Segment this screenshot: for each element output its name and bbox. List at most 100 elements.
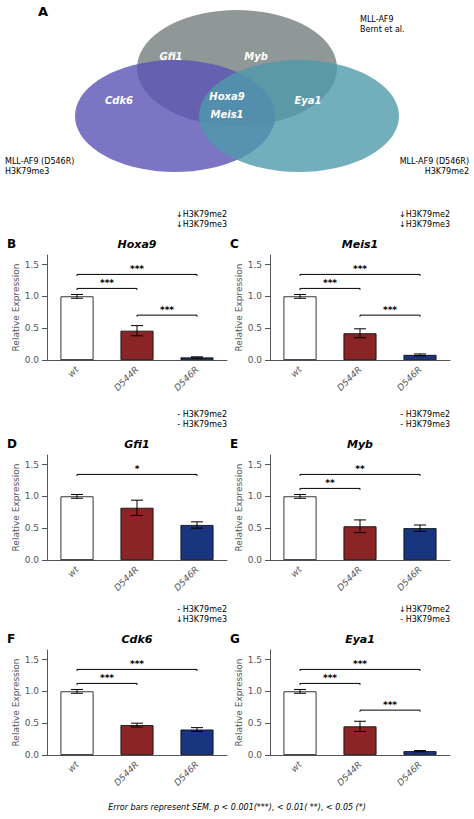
svg-text:0.5: 0.5 <box>248 323 262 333</box>
svg-text:wt: wt <box>66 364 81 379</box>
svg-text:Relative Expression: Relative Expression <box>11 263 21 351</box>
svg-text:Meis1: Meis1 <box>210 109 243 120</box>
svg-text:1.5: 1.5 <box>25 260 39 270</box>
svg-text:1.0: 1.0 <box>25 686 40 696</box>
svg-text:Myb: Myb <box>244 51 268 62</box>
svg-text:Error bars represent SEM. p <: Error bars represent SEM. p < 0.001(***)… <box>108 803 366 812</box>
svg-text:Gfi1: Gfi1 <box>159 51 182 62</box>
svg-text:Relative Expression: Relative Expression <box>11 658 21 746</box>
svg-text:wt: wt <box>66 564 81 579</box>
svg-text:Relative Expression: Relative Expression <box>234 263 244 351</box>
svg-text:MLL-AF9: MLL-AF9 <box>360 15 394 24</box>
svg-text:D546R: D546R <box>172 759 201 788</box>
svg-text:D: D <box>7 437 17 451</box>
svg-text:Gfi1: Gfi1 <box>124 438 149 451</box>
svg-text:**: ** <box>325 478 335 488</box>
svg-text:1.0: 1.0 <box>248 686 263 696</box>
svg-text:0.5: 0.5 <box>25 718 39 728</box>
svg-text:*: * <box>135 464 140 474</box>
svg-text:D544R: D544R <box>112 364 141 393</box>
svg-text:1.5: 1.5 <box>25 460 39 470</box>
svg-text:1.0: 1.0 <box>25 491 40 501</box>
svg-text:Cdk6: Cdk6 <box>122 633 153 646</box>
svg-text:***: *** <box>100 278 114 288</box>
svg-text:- H3K79me2: - H3K79me2 <box>177 410 227 419</box>
svg-text:***: *** <box>353 264 367 274</box>
svg-text:Hoxa9: Hoxa9 <box>118 238 157 251</box>
svg-text:D544R: D544R <box>112 759 141 788</box>
svg-text:D546R: D546R <box>395 564 424 593</box>
svg-text:D546R: D546R <box>172 564 201 593</box>
svg-text:- H3K79me3: - H3K79me3 <box>400 420 450 429</box>
svg-text:D546R: D546R <box>172 364 201 393</box>
svg-text:↓H3K79me2: ↓H3K79me2 <box>399 605 450 614</box>
svg-text:***: *** <box>100 673 114 683</box>
svg-text:Eya1: Eya1 <box>294 95 321 106</box>
svg-text:wt: wt <box>289 364 304 379</box>
svg-text:0.0: 0.0 <box>25 555 40 565</box>
svg-text:***: *** <box>353 659 367 669</box>
svg-text:↓H3K79me3: ↓H3K79me3 <box>176 220 227 229</box>
svg-text:wt: wt <box>289 564 304 579</box>
svg-text:Cdk6: Cdk6 <box>105 95 133 106</box>
svg-text:1.0: 1.0 <box>248 291 263 301</box>
svg-text:***: *** <box>160 305 174 315</box>
svg-text:0.0: 0.0 <box>25 750 40 760</box>
svg-text:E: E <box>230 437 238 451</box>
svg-text:0.5: 0.5 <box>25 523 39 533</box>
svg-text:***: *** <box>323 278 337 288</box>
svg-text:- H3K79me3: - H3K79me3 <box>177 420 227 429</box>
svg-text:D544R: D544R <box>335 759 364 788</box>
svg-text:wt: wt <box>66 759 81 774</box>
svg-text:Relative Expression: Relative Expression <box>234 463 244 551</box>
svg-text:***: *** <box>130 659 144 669</box>
svg-text:- H3K79me3: - H3K79me3 <box>400 615 450 624</box>
svg-text:B: B <box>7 237 16 251</box>
svg-text:***: *** <box>130 264 144 274</box>
svg-text:MLL-AF9 (D546R): MLL-AF9 (D546R) <box>400 157 469 166</box>
svg-text:0.0: 0.0 <box>248 750 263 760</box>
svg-text:D546R: D546R <box>395 759 424 788</box>
svg-text:0.5: 0.5 <box>25 323 39 333</box>
svg-text:H3K79me3: H3K79me3 <box>5 167 49 176</box>
svg-text:D544R: D544R <box>335 364 364 393</box>
svg-text:0.0: 0.0 <box>248 555 263 565</box>
svg-text:***: *** <box>383 305 397 315</box>
svg-text:A: A <box>38 4 48 19</box>
svg-text:Relative Expression: Relative Expression <box>234 658 244 746</box>
svg-text:1.5: 1.5 <box>25 655 39 665</box>
svg-text:0.0: 0.0 <box>248 355 263 365</box>
svg-text:1.5: 1.5 <box>248 260 262 270</box>
svg-text:↓H3K79me3: ↓H3K79me3 <box>176 615 227 624</box>
svg-text:0.5: 0.5 <box>248 718 262 728</box>
svg-text:0.5: 0.5 <box>248 523 262 533</box>
svg-text:- H3K79me2: - H3K79me2 <box>400 410 450 419</box>
svg-text:D546R: D546R <box>395 364 424 393</box>
svg-text:G: G <box>230 632 240 646</box>
svg-text:↓H3K79me3: ↓H3K79me3 <box>399 220 450 229</box>
svg-text:wt: wt <box>289 759 304 774</box>
svg-text:Hoxa9: Hoxa9 <box>209 91 244 102</box>
svg-text:Eya1: Eya1 <box>345 633 375 646</box>
svg-text:Bernt et al.: Bernt et al. <box>360 25 405 34</box>
svg-text:1.0: 1.0 <box>248 491 263 501</box>
svg-text:H3K79me2: H3K79me2 <box>425 167 469 176</box>
svg-text:**: ** <box>355 464 365 474</box>
svg-text:- H3K79me2: - H3K79me2 <box>177 605 227 614</box>
svg-text:1.5: 1.5 <box>248 460 262 470</box>
svg-text:F: F <box>7 632 15 646</box>
svg-text:Relative Expression: Relative Expression <box>11 463 21 551</box>
svg-text:***: *** <box>323 673 337 683</box>
svg-text:↓H3K79me2: ↓H3K79me2 <box>399 210 450 219</box>
svg-text:MLL-AF9 (D546R): MLL-AF9 (D546R) <box>5 157 74 166</box>
svg-text:D544R: D544R <box>335 564 364 593</box>
svg-text:***: *** <box>383 700 397 710</box>
svg-text:↓H3K79me2: ↓H3K79me2 <box>176 210 227 219</box>
svg-text:Meis1: Meis1 <box>342 238 378 251</box>
svg-text:Myb: Myb <box>347 438 373 451</box>
svg-text:D544R: D544R <box>112 564 141 593</box>
svg-text:0.0: 0.0 <box>25 355 40 365</box>
svg-text:1.5: 1.5 <box>248 655 262 665</box>
svg-text:C: C <box>230 237 239 251</box>
svg-text:1.0: 1.0 <box>25 291 40 301</box>
